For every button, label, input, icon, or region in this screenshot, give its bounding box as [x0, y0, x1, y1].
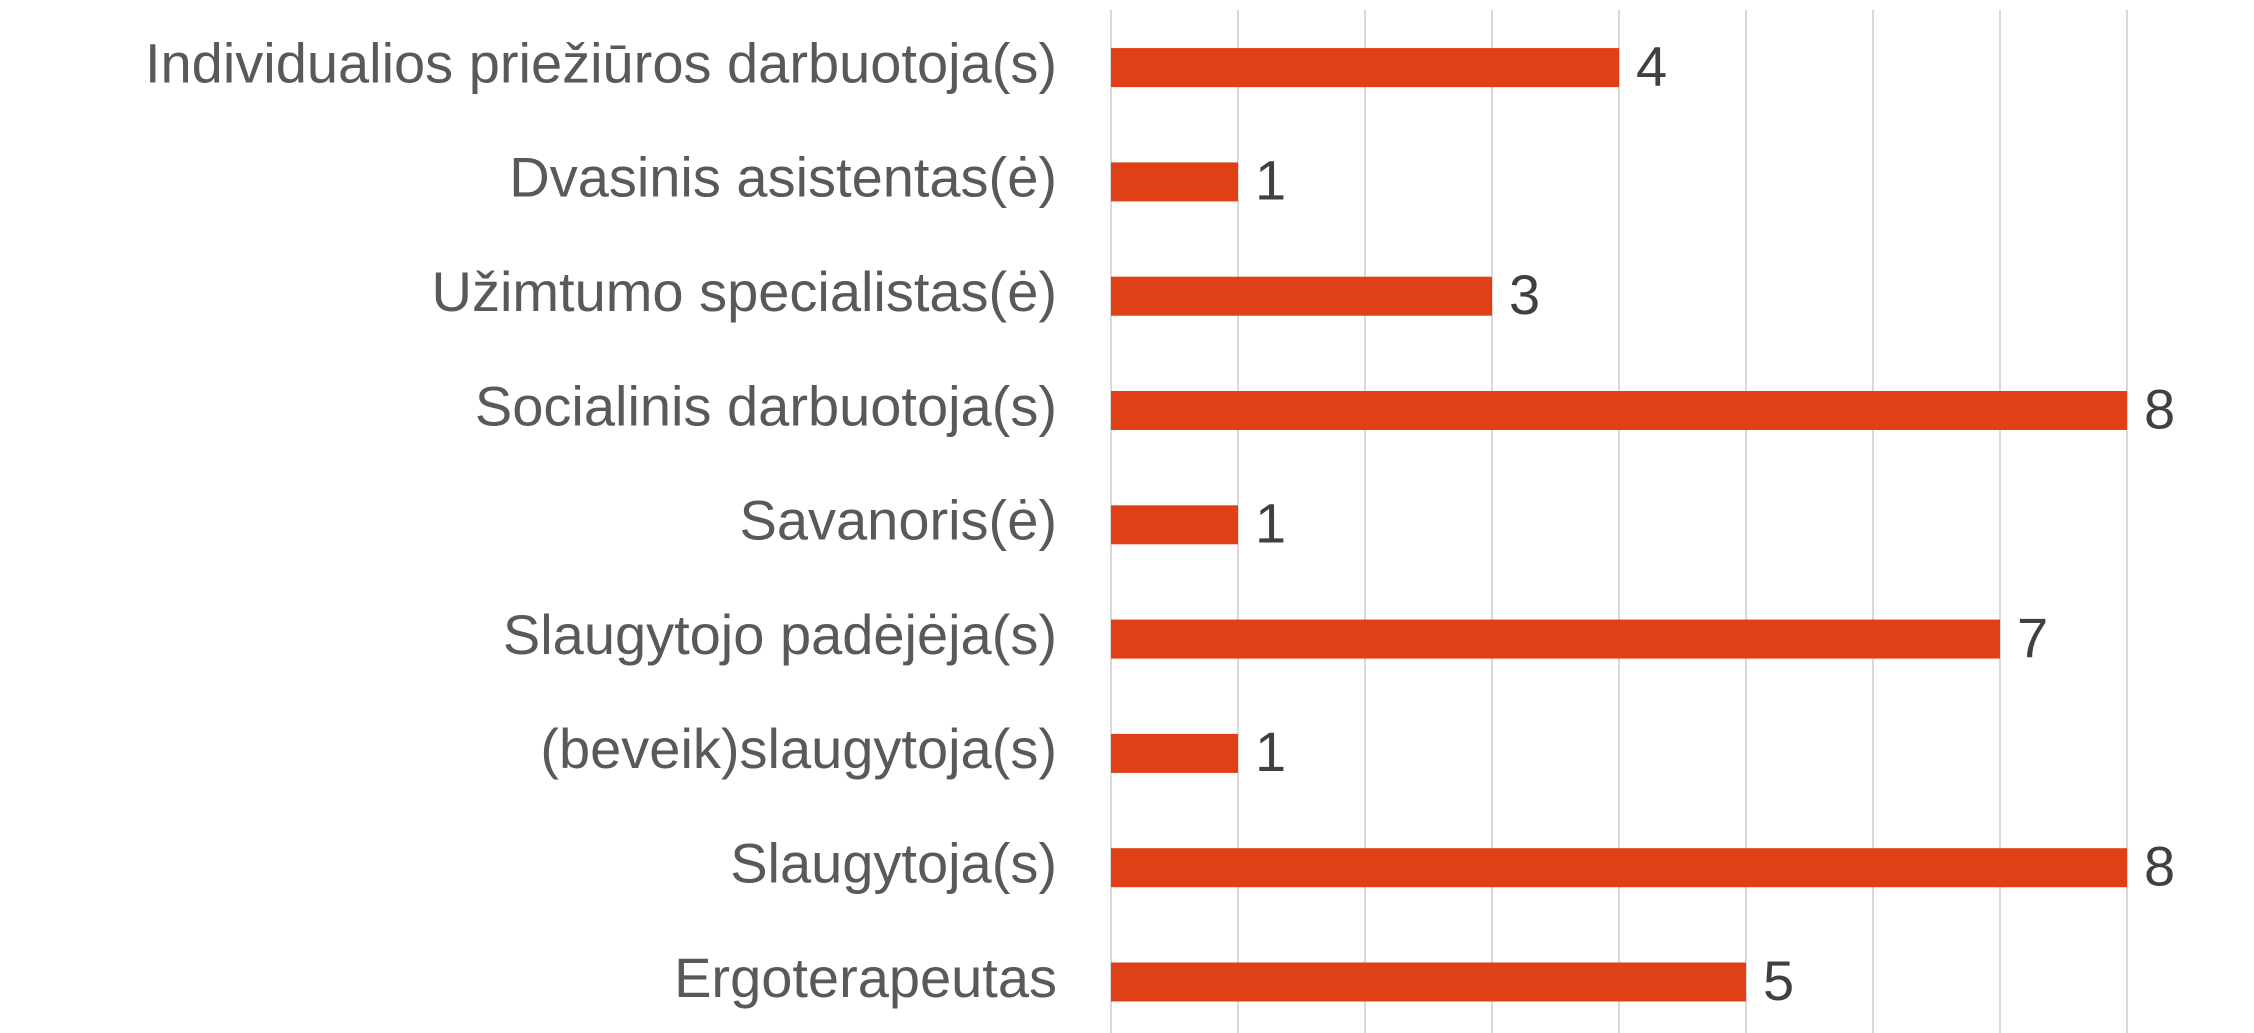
bar — [1111, 619, 2000, 659]
bar — [1111, 276, 1492, 316]
value-label: 5 — [1763, 949, 1794, 1012]
category-label: Individualios priežiūros darbuotoja(s) — [145, 31, 1057, 94]
bar — [1111, 391, 2127, 430]
category-label: Slaugytojo padėjėja(s) — [503, 603, 1057, 666]
bar — [1111, 505, 1238, 545]
bar — [1111, 733, 1238, 773]
value-label: 1 — [1255, 720, 1286, 783]
category-label: Socialinis darbuotoja(s) — [475, 374, 1057, 437]
category-label: Užimtumo specialistas(ė) — [432, 260, 1058, 323]
bar — [1111, 48, 1619, 88]
category-label: Ergoterapeutas — [674, 946, 1057, 1009]
bar — [1111, 162, 1238, 202]
category-label: Dvasinis asistentas(ė) — [509, 146, 1057, 209]
value-label: 4 — [1636, 34, 1667, 97]
category-label: Savanoris(ė) — [740, 489, 1057, 552]
value-label: 1 — [1255, 149, 1286, 212]
value-label: 1 — [1255, 492, 1286, 555]
category-label: Slaugytoja(s) — [730, 831, 1057, 894]
value-label: 8 — [2144, 834, 2175, 897]
bar — [1111, 962, 1746, 1002]
bar — [1111, 848, 2127, 888]
category-label: (beveik)slaugytoja(s) — [540, 717, 1057, 780]
value-label: 7 — [2017, 606, 2048, 669]
value-label: 8 — [2144, 377, 2175, 440]
value-label: 3 — [1509, 263, 1540, 326]
